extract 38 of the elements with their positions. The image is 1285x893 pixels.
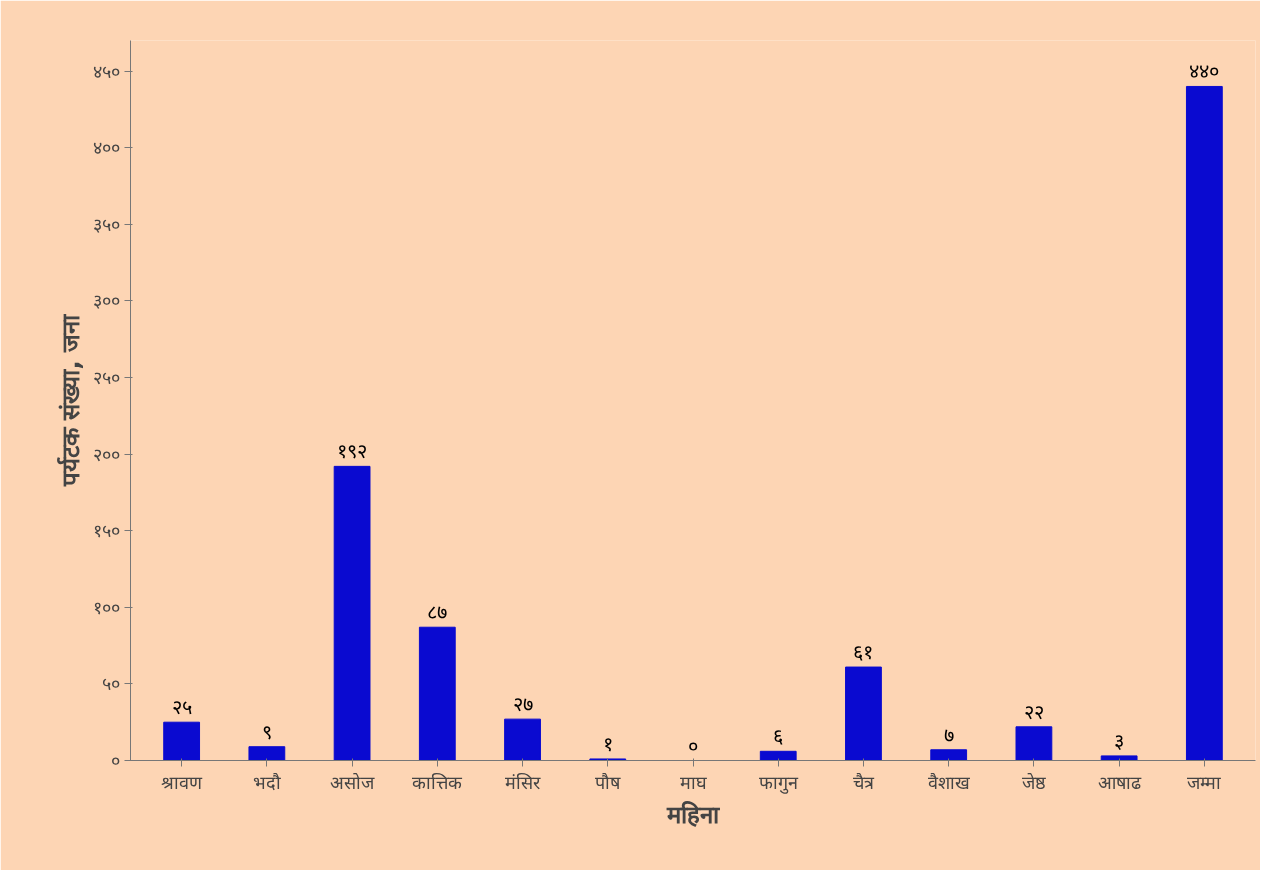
x-tick-label: जेष्ठ	[1021, 771, 1046, 793]
y-tick-label: २५०	[92, 367, 120, 389]
y-tick-label: ३५०	[92, 213, 120, 235]
x-axis-title: महिना	[666, 800, 720, 829]
x-tick-label: भदौ	[252, 771, 281, 793]
x-tick-label: आषाढ	[1097, 771, 1142, 793]
data-label: २२	[1023, 700, 1044, 723]
y-tick-label: २००	[92, 443, 120, 465]
data-label: ६	[773, 725, 784, 748]
data-label: ३	[1114, 729, 1125, 752]
x-tick-label: फागुन	[758, 771, 799, 794]
data-label: ०	[688, 734, 698, 757]
data-label: १	[602, 732, 613, 755]
x-tick-label: माघ	[679, 771, 707, 793]
data-label: २७	[512, 693, 533, 716]
data-label: ८७	[427, 601, 448, 624]
data-label: ४४०	[1189, 60, 1220, 83]
y-tick-label: १००	[92, 596, 120, 618]
data-label: १९२	[337, 440, 368, 463]
x-tick-label: असोज	[330, 771, 376, 793]
x-tick-label: श्रावण	[161, 771, 204, 793]
y-tick-label: ५०	[101, 673, 120, 695]
x-tick-label: जम्मा	[1187, 771, 1222, 793]
y-tick-label: ०	[110, 750, 120, 771]
x-tick-label: पौष	[595, 771, 622, 793]
y-tick-label: ३००	[92, 290, 120, 312]
y-tick-label: ४५०	[92, 60, 120, 82]
y-tick-label: ४००	[92, 137, 120, 159]
x-tick-label: मंसिर	[505, 771, 542, 793]
x-tick-label: वैशाख	[927, 771, 970, 793]
x-tick-label: कात्तिक	[412, 771, 464, 793]
y-axis-title: पर्यटक संख्या, जना	[56, 314, 85, 487]
data-label: ७	[943, 723, 954, 746]
data-label: ९	[261, 720, 272, 743]
x-tick-label: चैत्र	[852, 771, 875, 793]
data-label: ६१	[853, 641, 874, 664]
y-tick-label: १५०	[92, 520, 120, 542]
data-label: २५	[171, 696, 192, 719]
